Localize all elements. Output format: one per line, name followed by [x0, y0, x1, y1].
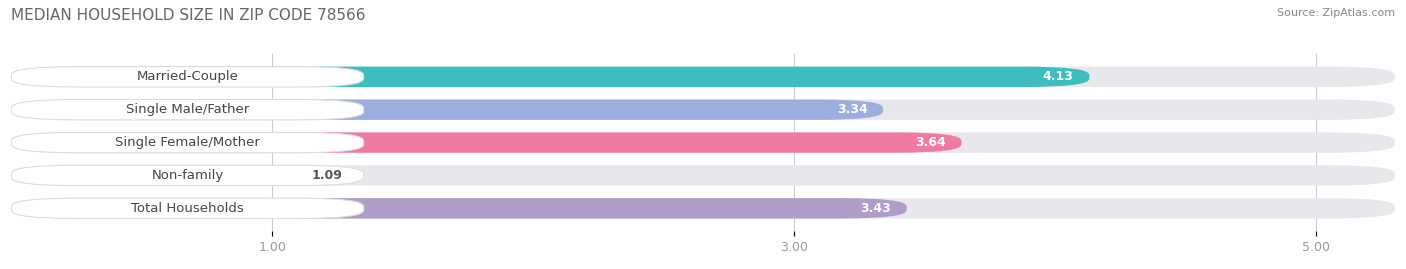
Text: 3.43: 3.43: [860, 202, 891, 215]
FancyBboxPatch shape: [11, 67, 1090, 87]
FancyBboxPatch shape: [11, 132, 962, 153]
FancyBboxPatch shape: [11, 100, 364, 120]
Text: Married-Couple: Married-Couple: [136, 70, 239, 83]
FancyBboxPatch shape: [11, 100, 1395, 120]
Text: 3.64: 3.64: [915, 136, 946, 149]
FancyBboxPatch shape: [11, 165, 1395, 186]
Text: Single Male/Father: Single Male/Father: [125, 103, 249, 116]
FancyBboxPatch shape: [11, 132, 364, 153]
FancyBboxPatch shape: [11, 67, 364, 87]
FancyBboxPatch shape: [11, 132, 1395, 153]
FancyBboxPatch shape: [11, 100, 883, 120]
Text: 3.34: 3.34: [837, 103, 868, 116]
Text: 4.13: 4.13: [1043, 70, 1074, 83]
FancyBboxPatch shape: [11, 165, 295, 186]
FancyBboxPatch shape: [11, 165, 364, 186]
FancyBboxPatch shape: [11, 198, 907, 218]
Text: 1.09: 1.09: [312, 169, 342, 182]
Text: Single Female/Mother: Single Female/Mother: [115, 136, 260, 149]
FancyBboxPatch shape: [11, 198, 1395, 218]
FancyBboxPatch shape: [11, 67, 1395, 87]
Text: Source: ZipAtlas.com: Source: ZipAtlas.com: [1277, 8, 1395, 18]
Text: Non-family: Non-family: [152, 169, 224, 182]
Text: Total Households: Total Households: [131, 202, 243, 215]
Text: MEDIAN HOUSEHOLD SIZE IN ZIP CODE 78566: MEDIAN HOUSEHOLD SIZE IN ZIP CODE 78566: [11, 8, 366, 23]
FancyBboxPatch shape: [11, 198, 364, 218]
